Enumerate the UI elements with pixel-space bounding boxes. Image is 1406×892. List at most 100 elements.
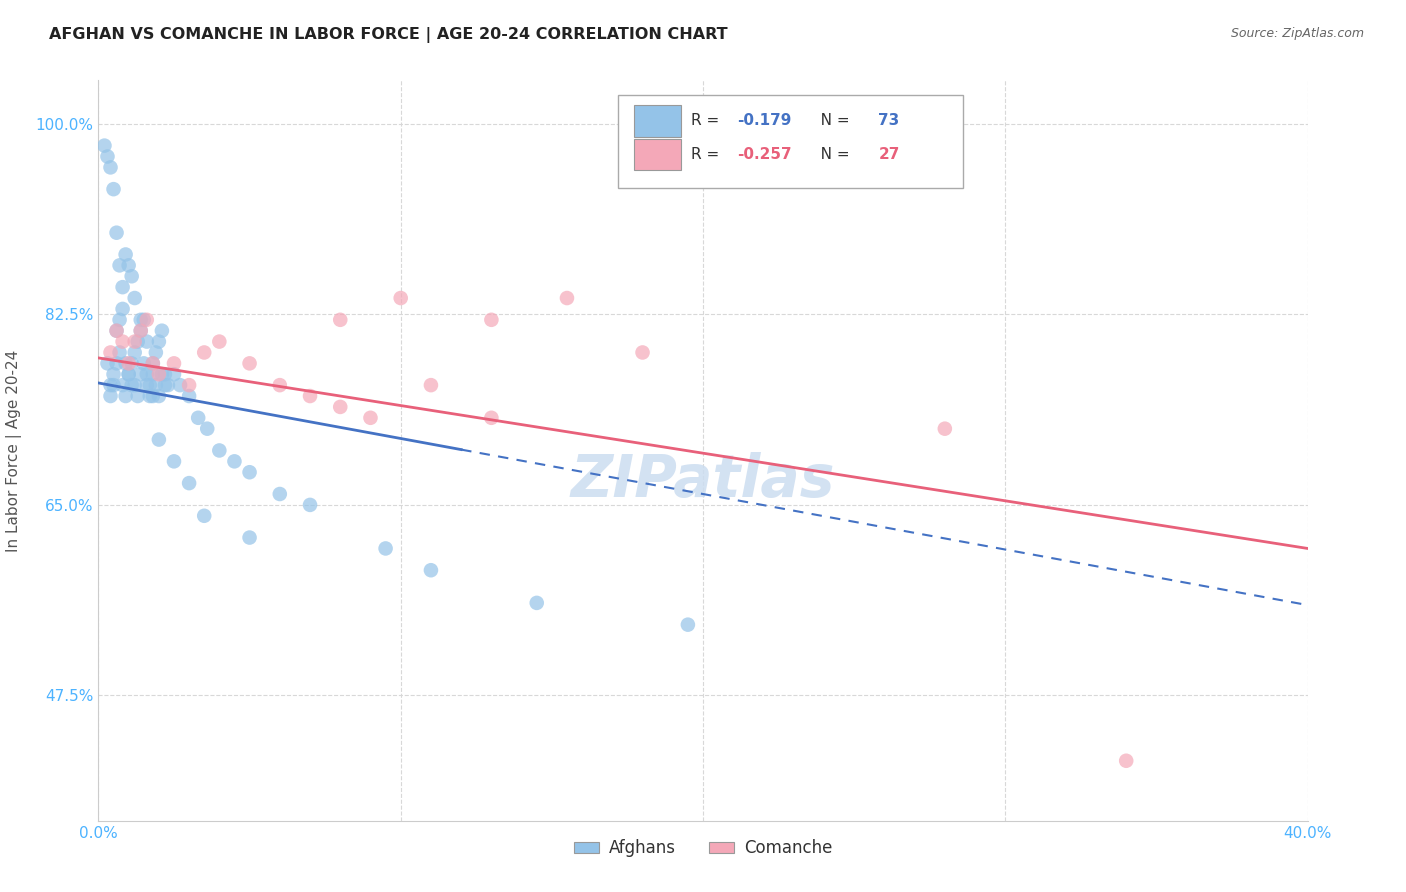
Point <box>124 291 146 305</box>
Point <box>374 541 396 556</box>
Point <box>193 345 215 359</box>
Point <box>153 368 176 382</box>
Point <box>631 345 654 359</box>
Text: 27: 27 <box>879 147 900 161</box>
Text: ZIPatlas: ZIPatlas <box>571 451 835 508</box>
Point <box>156 378 179 392</box>
Text: N =: N = <box>806 113 855 128</box>
Point <box>124 345 146 359</box>
Point <box>111 334 134 349</box>
Point <box>105 226 128 240</box>
Point <box>135 334 157 349</box>
Point <box>145 378 167 392</box>
Point <box>103 182 125 196</box>
Point <box>163 356 186 370</box>
Point <box>299 389 322 403</box>
Point <box>105 324 128 338</box>
Point <box>299 498 322 512</box>
Point <box>329 313 352 327</box>
Point <box>127 334 149 349</box>
Point <box>163 368 186 382</box>
Point <box>179 476 201 491</box>
Text: Source: ZipAtlas.com: Source: ZipAtlas.com <box>1230 27 1364 40</box>
Point <box>163 454 186 468</box>
Text: -0.257: -0.257 <box>737 147 792 161</box>
Point <box>100 161 122 175</box>
Point <box>129 313 152 327</box>
Text: -0.179: -0.179 <box>737 113 792 128</box>
Point <box>121 269 143 284</box>
Point <box>555 291 578 305</box>
Point <box>105 356 128 370</box>
Point <box>193 508 215 523</box>
Point <box>105 324 128 338</box>
Point <box>129 368 152 382</box>
Point <box>481 313 503 327</box>
Point <box>114 356 136 370</box>
Legend: Afghans, Comanche: Afghans, Comanche <box>567 833 839 864</box>
Point <box>114 389 136 403</box>
Point <box>142 356 165 370</box>
Point <box>100 345 122 359</box>
Point <box>129 324 152 338</box>
Point <box>93 138 115 153</box>
Text: N =: N = <box>806 147 855 161</box>
Point <box>108 313 131 327</box>
Point <box>121 378 143 392</box>
Text: R =: R = <box>690 147 724 161</box>
Point <box>96 149 118 163</box>
Point <box>420 563 443 577</box>
Point <box>179 378 201 392</box>
Point <box>121 356 143 370</box>
Point <box>224 454 246 468</box>
Point <box>108 258 131 272</box>
Point <box>208 443 231 458</box>
Point <box>239 465 262 479</box>
Point <box>481 410 503 425</box>
Text: AFGHAN VS COMANCHE IN LABOR FORCE | AGE 20-24 CORRELATION CHART: AFGHAN VS COMANCHE IN LABOR FORCE | AGE … <box>49 27 728 43</box>
Point <box>124 378 146 392</box>
Point <box>103 378 125 392</box>
Point <box>127 389 149 403</box>
Text: R =: R = <box>690 113 724 128</box>
FancyBboxPatch shape <box>619 95 963 187</box>
Point <box>269 378 291 392</box>
Point <box>169 378 191 392</box>
Point <box>118 258 141 272</box>
Point <box>420 378 443 392</box>
Point <box>934 422 956 436</box>
FancyBboxPatch shape <box>634 105 682 136</box>
Point <box>132 356 155 370</box>
Point <box>148 368 170 382</box>
Point <box>150 368 173 382</box>
Text: 73: 73 <box>879 113 900 128</box>
Point <box>360 410 382 425</box>
Point <box>195 422 218 436</box>
Point <box>148 433 170 447</box>
Point <box>179 389 201 403</box>
Point <box>100 378 122 392</box>
Point <box>118 356 141 370</box>
Point <box>208 334 231 349</box>
FancyBboxPatch shape <box>634 139 682 169</box>
Point <box>118 368 141 382</box>
Point <box>129 324 152 338</box>
Point <box>676 617 699 632</box>
Point <box>124 334 146 349</box>
Point <box>135 368 157 382</box>
Point <box>148 334 170 349</box>
Point <box>153 378 176 392</box>
Point <box>269 487 291 501</box>
Point <box>111 301 134 316</box>
Point <box>132 313 155 327</box>
Point <box>329 400 352 414</box>
Point <box>145 345 167 359</box>
Point <box>118 368 141 382</box>
Point <box>389 291 412 305</box>
Point <box>135 313 157 327</box>
Point <box>111 378 134 392</box>
Point <box>526 596 548 610</box>
Point <box>139 378 162 392</box>
Point <box>142 368 165 382</box>
Point <box>148 389 170 403</box>
